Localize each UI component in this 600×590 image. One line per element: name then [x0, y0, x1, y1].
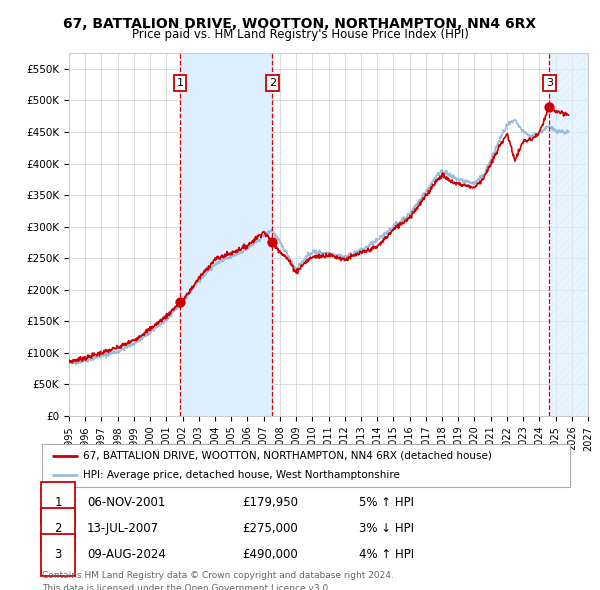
Text: Price paid vs. HM Land Registry's House Price Index (HPI): Price paid vs. HM Land Registry's House … — [131, 28, 469, 41]
Point — [544, 102, 554, 112]
Text: 5% ↑ HPI: 5% ↑ HPI — [359, 496, 414, 509]
Text: £179,950: £179,950 — [242, 496, 299, 509]
Text: 3% ↓ HPI: 3% ↓ HPI — [359, 522, 414, 535]
Text: 13-JUL-2007: 13-JUL-2007 — [87, 522, 159, 535]
Text: 1: 1 — [176, 78, 184, 88]
Text: 06-NOV-2001: 06-NOV-2001 — [87, 496, 165, 509]
Text: 1: 1 — [55, 496, 62, 509]
Text: £490,000: £490,000 — [242, 548, 298, 561]
Text: £275,000: £275,000 — [242, 522, 298, 535]
FancyBboxPatch shape — [41, 481, 75, 524]
Text: 09-AUG-2024: 09-AUG-2024 — [87, 548, 166, 561]
Text: 2: 2 — [269, 78, 276, 88]
Bar — [180, 53, 272, 416]
FancyBboxPatch shape — [41, 533, 75, 576]
Text: Contains HM Land Registry data © Crown copyright and database right 2024.: Contains HM Land Registry data © Crown c… — [42, 571, 394, 579]
Text: 67, BATTALION DRIVE, WOOTTON, NORTHAMPTON, NN4 6RX: 67, BATTALION DRIVE, WOOTTON, NORTHAMPTO… — [64, 17, 536, 31]
Text: 4% ↑ HPI: 4% ↑ HPI — [359, 548, 414, 561]
Text: HPI: Average price, detached house, West Northamptonshire: HPI: Average price, detached house, West… — [83, 470, 400, 480]
Point — [268, 238, 277, 247]
Text: 3: 3 — [55, 548, 62, 561]
FancyBboxPatch shape — [41, 507, 75, 550]
Text: 2: 2 — [55, 522, 62, 535]
Text: 3: 3 — [546, 78, 553, 88]
Point — [175, 298, 185, 307]
Bar — [549, 53, 588, 416]
Text: 67, BATTALION DRIVE, WOOTTON, NORTHAMPTON, NN4 6RX (detached house): 67, BATTALION DRIVE, WOOTTON, NORTHAMPTO… — [83, 451, 492, 461]
Text: This data is licensed under the Open Government Licence v3.0.: This data is licensed under the Open Gov… — [42, 584, 331, 590]
